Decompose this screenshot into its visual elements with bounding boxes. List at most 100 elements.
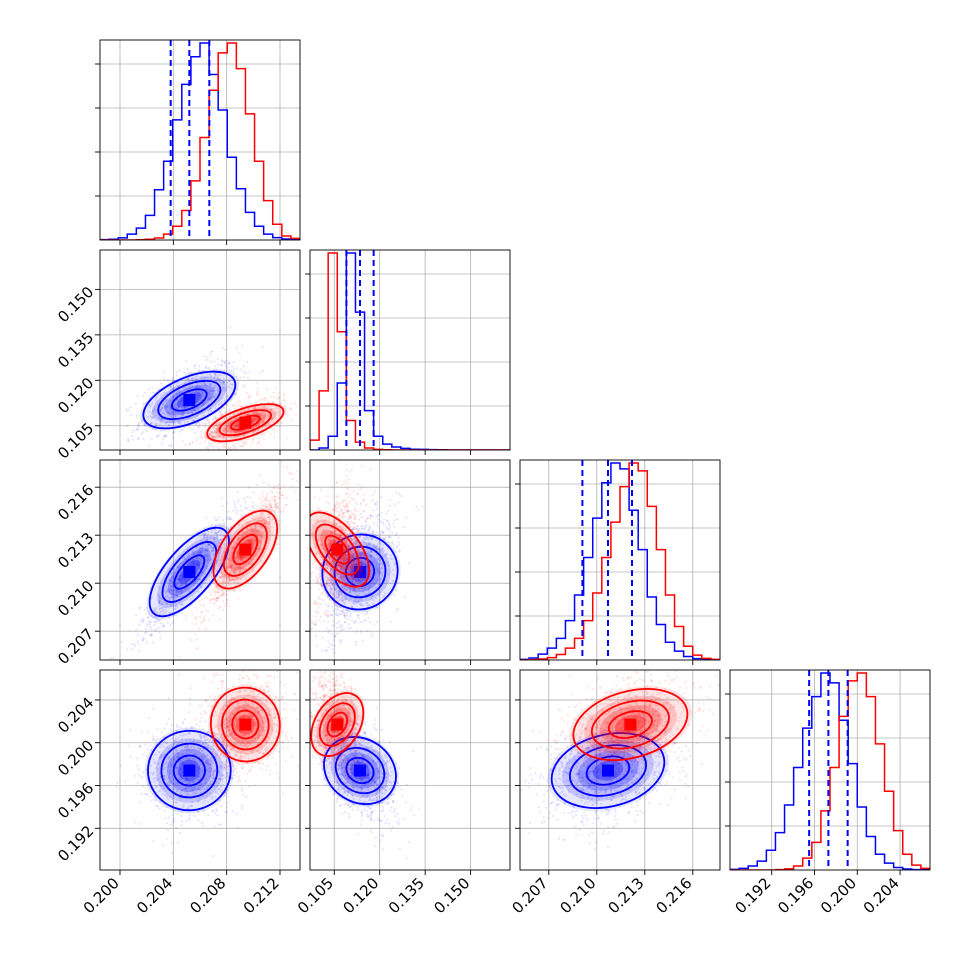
scatter-point xyxy=(255,417,258,420)
scatter-point xyxy=(187,378,190,381)
scatter-point xyxy=(356,524,359,527)
scatter-point xyxy=(242,440,245,443)
scatter-point xyxy=(396,544,399,547)
scatter-point xyxy=(213,516,216,519)
scatter-point xyxy=(245,441,248,444)
scatter-point xyxy=(355,545,358,548)
scatter-point xyxy=(338,533,342,536)
scatter-point xyxy=(195,572,198,575)
scatter-point xyxy=(177,389,180,392)
scatter-point xyxy=(366,588,369,591)
scatter-point xyxy=(176,577,179,580)
scatter-point xyxy=(218,410,221,413)
scatter-point xyxy=(332,594,335,597)
scatter-point xyxy=(202,546,205,549)
scatter-point xyxy=(160,419,163,422)
histogram-panel-0 xyxy=(95,39,301,245)
scatter-point xyxy=(327,610,330,613)
scatter-point xyxy=(360,599,363,602)
scatter-point xyxy=(348,589,352,592)
scatter-point xyxy=(147,620,151,623)
scatter-point xyxy=(207,546,210,550)
scatter-point xyxy=(195,623,198,626)
scatter-point xyxy=(151,387,154,390)
scatter-point xyxy=(333,651,336,655)
scatter-point xyxy=(215,427,218,430)
scatter-point xyxy=(217,422,220,425)
scatter-point xyxy=(250,541,253,544)
scatter-point xyxy=(171,412,174,415)
scatter-point xyxy=(229,569,233,572)
scatter-point xyxy=(343,601,346,604)
scatter-point xyxy=(361,551,364,554)
scatter-point xyxy=(372,584,375,587)
scatter-point xyxy=(380,547,384,550)
scatter-point xyxy=(286,414,289,417)
scatter-point xyxy=(216,431,219,435)
scatter-point xyxy=(225,575,228,578)
scatter-point xyxy=(137,643,140,646)
scatter-point xyxy=(348,525,351,528)
scatter-point xyxy=(351,569,354,572)
scatter-point xyxy=(234,578,237,581)
scatter-point xyxy=(138,623,141,626)
scatter-point xyxy=(233,581,236,584)
scatter-point xyxy=(282,465,285,468)
scatter-point xyxy=(198,558,201,562)
scatter-point xyxy=(178,589,181,593)
scatter-point xyxy=(141,431,145,434)
scatter-point xyxy=(180,603,183,606)
scatter-point xyxy=(235,542,238,545)
scatter-point xyxy=(164,435,168,438)
scatter-point xyxy=(381,547,384,550)
scatter-point xyxy=(175,591,178,594)
histogram-series-1 xyxy=(310,252,510,450)
scatter-point xyxy=(230,365,234,368)
scatter-point xyxy=(244,556,247,559)
scatter-point xyxy=(165,421,168,424)
scatter-point xyxy=(347,627,350,630)
scatter-point xyxy=(346,488,349,491)
scatter-point xyxy=(276,407,279,411)
scatter-point xyxy=(213,372,217,376)
scatter-point xyxy=(222,593,225,597)
scatter-point xyxy=(192,553,195,556)
scatter-point xyxy=(244,558,247,561)
panel-frame xyxy=(99,249,301,451)
scatter-point xyxy=(214,424,217,427)
scatter-point xyxy=(236,550,239,554)
scatter-point xyxy=(228,576,231,580)
scatter-point xyxy=(170,604,173,608)
scatter-point xyxy=(319,558,322,561)
scatter-point xyxy=(217,378,220,381)
scatter-point xyxy=(218,596,221,599)
scatter-point xyxy=(243,429,246,432)
scatter-point xyxy=(191,376,194,380)
scatter-point xyxy=(310,572,313,575)
scatter-point xyxy=(262,515,265,518)
scatter-point xyxy=(188,411,191,415)
scatter-point xyxy=(258,524,261,527)
scatter-point xyxy=(219,413,222,417)
scatter-point xyxy=(267,484,270,487)
scatter-point xyxy=(243,434,246,437)
scatter-point xyxy=(112,657,115,660)
scatter-point xyxy=(222,386,225,389)
scatter-point xyxy=(242,532,245,535)
scatter-point xyxy=(203,377,206,380)
scatter-point xyxy=(183,578,186,581)
scatter-point xyxy=(200,551,203,554)
scatter-point xyxy=(191,558,194,562)
scatter-point xyxy=(360,604,363,607)
scatter-point xyxy=(201,585,204,589)
scatter-point xyxy=(345,557,348,560)
scatter-point xyxy=(158,586,161,589)
scatter-point xyxy=(213,395,216,398)
scatter-point xyxy=(213,389,216,393)
scatter-point xyxy=(172,421,175,425)
scatter-point xyxy=(180,574,183,577)
scatter-point xyxy=(351,619,354,622)
scatter-point xyxy=(208,434,211,437)
scatter-point xyxy=(194,385,197,389)
scatter-point xyxy=(169,388,173,391)
